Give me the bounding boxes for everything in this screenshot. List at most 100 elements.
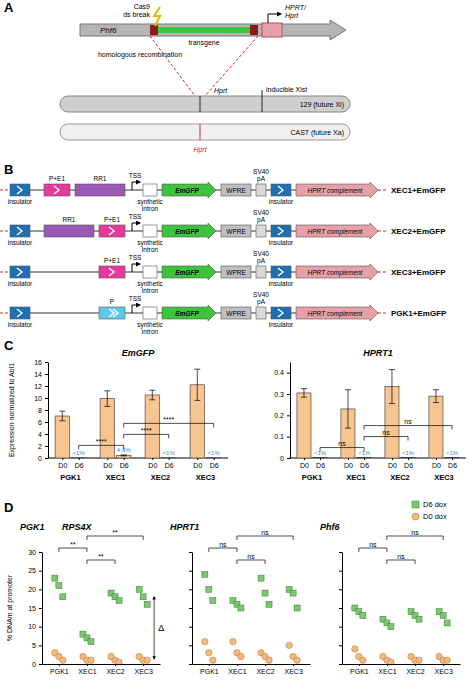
significance-bracket: [124, 423, 214, 427]
element-box: [221, 225, 251, 237]
element-box: [44, 225, 94, 237]
tick-label: D0: [388, 462, 397, 469]
chevron: [17, 309, 22, 317]
label: inducible Xist: [266, 86, 307, 93]
bar: [207, 457, 221, 458]
tick-label: XEC3: [434, 668, 452, 675]
axis-line: [192, 553, 193, 665]
tick: 0.4: [274, 369, 290, 376]
x-axis: PGK1XEC1XEC2XEC3: [43, 664, 161, 675]
tick-mark: [39, 589, 42, 590]
significance-bracket: [364, 437, 408, 441]
tick-label: D0: [432, 462, 441, 469]
tick-mark: [189, 627, 192, 628]
panel-letter: C: [4, 338, 14, 353]
label: insulator: [8, 198, 33, 205]
element-box: [271, 184, 291, 196]
axis-line: [343, 664, 461, 665]
tick: XEC1: [378, 664, 396, 675]
point: [206, 586, 212, 592]
tick-label: D6: [75, 462, 84, 469]
label: insulator: [269, 198, 294, 205]
y-axis: 00.10.20.30.4: [274, 363, 290, 462]
label: XEC1+EmGFP: [391, 186, 446, 195]
element-box: [221, 307, 251, 319]
tick-label: 20: [28, 586, 36, 593]
label: HPRT/: [285, 4, 307, 11]
label: XEC2: [151, 473, 171, 482]
annotation: Δ: [158, 623, 164, 633]
construct: insulatorP+E1TSSsyntheticintronEmGFPWPRE…: [0, 250, 446, 294]
label: XEC3+EmGFP: [391, 268, 446, 277]
point: [294, 605, 300, 611]
tick: [189, 571, 192, 572]
label: HPRT complement: [308, 228, 364, 236]
point: [444, 620, 450, 626]
chevron: [278, 268, 283, 276]
tick-mark: [339, 571, 342, 572]
tick-mark: [304, 458, 305, 460]
tick: [339, 589, 342, 590]
tick-label: D0: [103, 462, 112, 469]
point: [230, 638, 236, 644]
significance-bracket: [124, 434, 169, 438]
tick-label: D6: [448, 462, 457, 469]
tick-label: 0.1: [274, 433, 284, 440]
label: Hprt: [193, 146, 207, 154]
tick: PGK1: [350, 664, 369, 675]
tick-mark: [287, 394, 290, 395]
label: insulator: [8, 239, 33, 246]
x-axis: D0D6D0D6D0D6D0D6: [58, 458, 218, 469]
bar: [429, 396, 443, 458]
tick-mark: [189, 571, 192, 572]
element-box: [143, 307, 157, 319]
point: [144, 657, 150, 663]
tick-label: D6: [165, 462, 174, 469]
tick-mark: [392, 458, 393, 460]
tick: [189, 589, 192, 590]
tick: D6: [210, 458, 219, 469]
label: CAST (future Xa): [290, 129, 344, 137]
tick-label: 4: [38, 431, 42, 438]
significance-bracket: [387, 560, 415, 564]
chart-title: Phf6: [320, 522, 340, 532]
tick: [339, 627, 342, 628]
tss-arrow: [132, 264, 140, 272]
tick-label: 0.4: [274, 369, 284, 376]
chevron: [17, 186, 22, 194]
hprt-box: [262, 23, 282, 37]
tick: D0: [193, 458, 202, 469]
tick-mark: [359, 664, 360, 666]
tick-label: 16: [34, 359, 42, 366]
tick: 6: [38, 419, 48, 426]
tss-arrow: [132, 305, 140, 313]
label: SV40: [253, 168, 269, 175]
element-box: [271, 266, 291, 278]
tick: 10: [34, 395, 48, 402]
label: TSS: [129, 254, 142, 261]
label: Hprt: [285, 12, 299, 20]
tick-label: D0: [344, 462, 353, 469]
tss-arrow: [268, 14, 281, 23]
bar: [162, 457, 176, 458]
tick: 30: [28, 549, 42, 556]
legend-label: D6 dox: [423, 500, 447, 509]
element-arrow: [162, 182, 216, 198]
tick-mark: [59, 664, 60, 666]
tick: [339, 664, 342, 665]
tick-mark: [39, 627, 42, 628]
tick-mark: [436, 458, 437, 460]
tick: 15: [28, 605, 42, 612]
legend-swatch: [412, 513, 419, 520]
label: transgene: [188, 39, 219, 47]
axis-line: [193, 664, 311, 665]
tick: XEC2: [106, 664, 124, 675]
tick: 5: [32, 642, 42, 649]
tick-mark: [39, 571, 42, 572]
significance-bracket: [387, 536, 443, 540]
tick-label: XEC1: [378, 668, 396, 675]
element-box: [221, 184, 251, 196]
tick-mark: [214, 458, 215, 460]
element-box: [271, 225, 291, 237]
label: HPRT complement: [308, 187, 364, 195]
